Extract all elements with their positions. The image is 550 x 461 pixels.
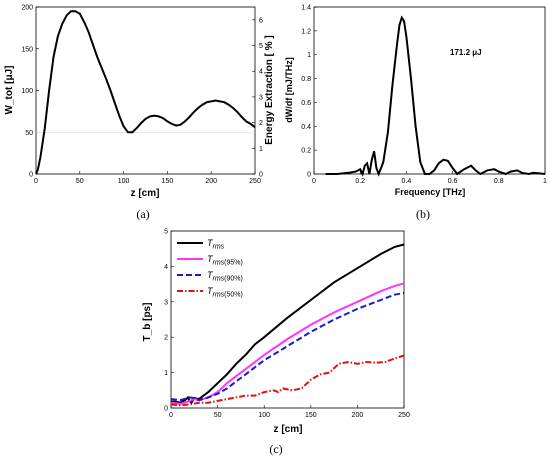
panel-b-plot-area: [313, 6, 546, 175]
legend-label-suffix: (90%): [224, 276, 243, 283]
panel-c-y-axis-label: T_b [ps]: [142, 303, 153, 342]
legend-label-main: T: [207, 270, 214, 280]
panel-a-x-tick-label: 50: [76, 178, 84, 185]
panel-a-y-tick-label: 200: [21, 5, 33, 12]
panel-a-x-tick-label: 200: [205, 178, 217, 185]
panel-a-series-line: [35, 10, 256, 175]
panel-c-plot-area: [170, 230, 405, 409]
panel-c-x-axis-label: z [cm]: [274, 424, 303, 435]
panel-c-x-tick-label: 250: [398, 412, 410, 419]
legend-label-subscript: rms: [213, 244, 225, 251]
panel-b-annotation: 171.2 μJ: [450, 48, 482, 57]
panel-c-x-tick-label: 200: [352, 412, 364, 419]
panel-b-y-tick-label: 1: [307, 52, 311, 59]
panel-b-y-axis-label: dW/df [mJ/THz]: [284, 57, 294, 123]
panel-c-y-tick-label: 5: [164, 229, 168, 236]
panel-b-y-tick-label: 0: [307, 172, 311, 179]
panel-c-x-tick-label: 0: [169, 412, 173, 419]
legend-label-subscript: rms: [213, 292, 225, 299]
panel-c-series-lines: [170, 243, 405, 407]
panel-a-right-y-tick-label: 2: [259, 120, 263, 127]
panel-c-y-tick-label: 0: [164, 406, 168, 413]
panel-a-y-tick-label: 50: [25, 130, 33, 137]
panel-a-x-axis-label: z [cm]: [131, 188, 160, 199]
panel-c-legend-label-1: Trms(95%): [207, 254, 243, 267]
legend-label-suffix: (95%): [224, 260, 243, 267]
panel-c-series-line-0: [171, 243, 405, 405]
panel-c-series-line-2: [170, 291, 405, 402]
panel-a-right-y-tick-label: 6: [259, 17, 263, 24]
panel-a-right-y-axis-label: Energy Extraction [ % ]: [264, 35, 275, 144]
legend-label-main: T: [207, 254, 214, 264]
panel-c-y-tick-label: 4: [164, 264, 168, 271]
panel-a-right-y-tick-label: 5: [259, 43, 263, 50]
panel-b-x-tick-label: 0.8: [494, 178, 504, 185]
panel-b-x-tick-label: 0.6: [448, 178, 458, 185]
panel-a-right-y-tick-label: 4: [259, 69, 263, 76]
panel-c-y-tick-label: 1: [164, 370, 168, 377]
panel-a-right-y-tick-label: 1: [259, 146, 263, 153]
panel-c-legend-label-2: Trms(90%): [207, 270, 243, 283]
panel-a-right-y-tick-label: 0: [259, 172, 263, 179]
panel-a-right-y-tick-label: 3: [259, 94, 263, 101]
panel-c-caption: (c): [269, 442, 282, 456]
panel-c-legend-label-0: Trms: [207, 238, 225, 251]
panel-b-x-axis-label: Frequency [THz]: [395, 187, 466, 197]
panel-b: 0 0.2 0.4 0.6 0.8 1 0 0.2 0.4 0.6 0.8 1 1.2 1.4 171.…: [284, 5, 547, 222]
legend-label-subscript: rms: [213, 260, 225, 267]
panel-a-y-tick-label: 150: [21, 46, 33, 53]
panel-a-y-tick-label: 0: [29, 172, 33, 179]
panel-a-x-tick-label: 250: [249, 178, 261, 185]
panel-b-x-tick-label: 1: [543, 178, 547, 185]
panel-a-y-axis-label: W_tot [μJ]: [4, 66, 15, 115]
legend-label-main: T: [207, 238, 214, 248]
panel-c-y-tick-label: 3: [164, 299, 168, 306]
panel-a-right-y-ticks: 0 1 2 3 4 5 6: [252, 17, 263, 179]
panel-b-y-tick-label: 0.6: [301, 100, 311, 107]
legend-label-suffix: (50%): [224, 292, 243, 299]
panel-c-x-tick-label: 150: [305, 412, 317, 419]
panel-b-y-tick-label: 0.8: [301, 76, 311, 83]
panel-c-x-ticks: 0 50 100 150 200 250: [169, 405, 410, 419]
panel-a: 0 50 100 150 200 250 0 50 100 150 200 0 1 2 3 4 5 6 z […: [4, 5, 275, 222]
panel-c-x-tick-label: 100: [258, 412, 270, 419]
panel-c-y-ticks: 0 1 2 3 4 5: [164, 229, 174, 413]
panel-a-x-ticks: 0 50 100 150 200 250: [34, 171, 261, 185]
legend-label-main: T: [207, 286, 214, 296]
panel-a-plot-area: [35, 6, 256, 175]
panel-b-y-tick-label: 1.2: [301, 28, 311, 35]
panel-c-legend-label-3: Trms(50%): [207, 286, 243, 299]
panel-b-y-tick-label: 0.4: [301, 124, 311, 131]
panel-c-series-line-3: [170, 354, 405, 407]
panel-a-y-tick-label: 100: [21, 88, 33, 95]
panel-a-caption: (a): [136, 207, 149, 221]
panel-c-y-tick-label: 2: [164, 335, 168, 342]
panel-b-x-tick-label: 0.4: [402, 178, 412, 185]
panel-a-x-tick-label: 150: [162, 178, 174, 185]
panel-a-x-tick-label: 100: [118, 178, 130, 185]
panel-b-x-ticks: 0 0.2 0.4 0.6 0.8 1: [312, 171, 547, 185]
panel-b-x-tick-label: 0: [312, 178, 316, 185]
panel-c-x-tick-label: 50: [214, 412, 222, 419]
panel-a-y-ticks: 0 50 100 150 200: [21, 5, 255, 179]
panel-b-caption: (b): [416, 207, 430, 221]
panel-b-y-ticks: 0 0.2 0.4 0.6 0.8 1 1.2 1.4: [301, 5, 317, 179]
panel-b-y-tick-label: 0.2: [301, 148, 311, 155]
panel-b-x-tick-label: 0.2: [355, 178, 365, 185]
panel-b-y-tick-label: 1.4: [301, 5, 311, 12]
legend-label-subscript: rms: [213, 276, 225, 283]
panel-b-series-line: [325, 15, 546, 177]
panel-a-x-tick-label: 0: [34, 178, 38, 185]
panel-c-series-line-1: [170, 282, 405, 405]
